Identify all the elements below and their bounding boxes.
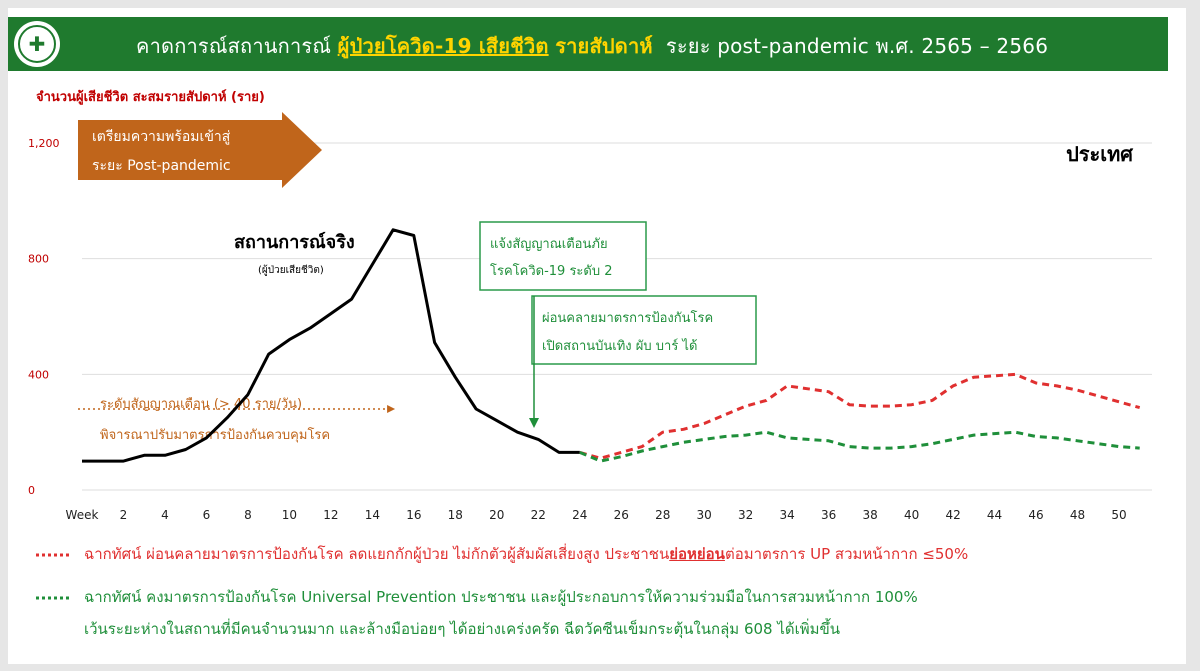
x-tick-label: 32 [738,508,753,522]
legend-prevention: ฉากทัศน์ คงมาตรการป้องกันโรค Universal P… [36,585,918,609]
arrow-line-2: ระยะ Post-pandemic [92,158,231,174]
x-tick-label: 6 [203,508,211,522]
x-tick-label: 14 [365,508,380,522]
legend-prevention-text-2: เว้นระยะห่างในสถานที่มีคนจำนวนมาก และล้า… [84,620,841,638]
x-tick-label: 42 [945,508,960,522]
legend-relax: ฉากทัศน์ ผ่อนคลายมาตรการป้องกันโรค ลดแยก… [36,542,968,566]
title-prefix: คาดการณ์สถานการณ์ [136,34,332,58]
y-tick-label: 0 [28,484,35,497]
threshold-line-2: พิจารณาปรับมาตรการป้องกันควบคุมโรค [100,427,330,443]
threshold-line-1: ระดับสัญญาณเตือน (> 40 ราย/วัน) [100,396,302,412]
title-highlight: ผู้ป่วยโควิด-19 เสียชีวิต [337,34,549,58]
x-tick-label: 10 [282,508,297,522]
legend-relax-text-a: ฉากทัศน์ ผ่อนคลายมาตรการป้องกันโรค ลดแยก… [84,545,670,563]
alert-line-2: โรคโควิด-19 ระดับ 2 [490,263,613,279]
x-tick-label: 34 [780,508,795,522]
series-actual [82,228,580,463]
x-tick-label: 30 [697,508,712,522]
x-tick-label: 48 [1070,508,1085,522]
x-tick-label: 4 [161,508,169,522]
actual-label: สถานการณ์จริง [234,231,355,253]
x-tick-label: 40 [904,508,919,522]
y-axis-caption: จำนวนผู้เสียชีวิต สะสมรายสัปดาห์ (ราย) [36,89,265,105]
x-tick-label: 36 [821,508,836,522]
alert-box: แจ้งสัญญาณเตือนภัย โรคโควิด-19 ระดับ 2 [479,221,647,291]
title-bold: รายสัปดาห์ [555,34,653,58]
x-tick-label: 38 [862,508,877,522]
x-tick-label: 24 [572,508,587,522]
threshold-marker [78,405,396,414]
region-label: ประเทศ [1066,142,1134,166]
arrow-line-1: เตรียมความพร้อมเข้าสู่ [92,129,231,145]
x-tick-label: 22 [531,508,546,522]
x-tick-label: 2 [120,508,128,522]
x-tick-label: 8 [244,508,252,522]
x-tick-label: 12 [323,508,338,522]
post-pandemic-arrow: เตรียมความพร้อมเข้าสู่ ระยะ Post-pandemi… [78,112,322,188]
relax-line-1: ผ่อนคลายมาตรการป้องกันโรค [542,310,713,326]
x-tick-label: 20 [489,508,504,522]
series-relax-scenario [579,372,1141,460]
y-tick-label: 1,200 [28,137,60,150]
x-axis-ticks: Week 2 4 6 8 10 12 14 16 18 20 22 24 26 28 30 32 34 36 38 40… [66,508,1127,522]
series-prevention-scenario [579,430,1140,463]
x-tick-label: Week [66,508,99,522]
x-tick-label: 18 [448,508,463,522]
legend-prevention-swatch [36,596,72,599]
x-tick-label: 46 [1028,508,1043,522]
x-tick-label: 28 [655,508,670,522]
threshold-arrowhead [387,405,396,414]
y-axis-ticks: 0 400 800 1,200 [28,137,60,497]
relax-line-2: เปิดสถานบันเทิง ผับ บาร์ ได้ [542,338,697,354]
legend-relax-text-u: ย่อหย่อน [669,545,725,563]
ministry-logo: ✚ [14,21,60,67]
title-bar: ✚ คาดการณ์สถานการณ์ ผู้ป่วยโควิด-19 เสีย… [8,17,1168,71]
legend-relax-text-b: ต่อมาตรการ UP สวมหน้ากาก ≤50% [724,545,969,563]
legend-relax-swatch [36,553,72,556]
relax-marker-arrow [529,296,539,428]
legend-prevention-text-1: ฉากทัศน์ คงมาตรการป้องกันโรค Universal P… [84,588,918,606]
x-tick-label: 44 [987,508,1002,522]
x-tick-label: 50 [1111,508,1126,522]
x-tick-label: 26 [614,508,629,522]
y-tick-label: 800 [28,253,49,266]
chart-series [82,228,1141,463]
page-title: คาดการณ์สถานการณ์ ผู้ป่วยโควิด-19 เสียชี… [136,30,1048,62]
alert-line-1: แจ้งสัญญาณเตือนภัย [490,236,608,252]
x-tick-label: 16 [406,508,421,522]
title-period: ระยะ post-pandemic พ.ศ. 2565 – 2566 [665,34,1049,58]
actual-sublabel: (ผู้ป่วยเสียชีวิต) [258,264,324,276]
y-tick-label: 400 [28,368,49,381]
relax-box: ผ่อนคลายมาตรการป้องกันโรค เปิดสถานบันเทิ… [531,295,757,365]
